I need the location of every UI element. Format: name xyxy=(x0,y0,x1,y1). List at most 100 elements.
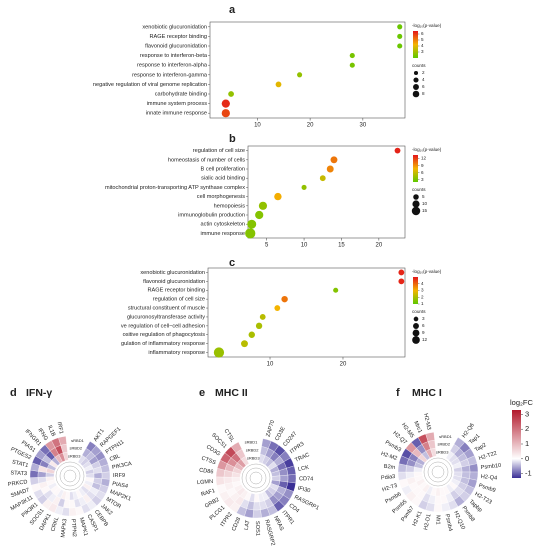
dendrogram-ring xyxy=(423,457,453,487)
colorbar xyxy=(512,410,521,478)
x-tick-label: 20 xyxy=(340,362,347,368)
heat-cell xyxy=(434,495,442,505)
color-legend-title: -log₁₀(p-value) xyxy=(412,23,442,28)
ring-label: sRBD2 xyxy=(69,446,82,451)
category-label: immune system process xyxy=(147,101,208,107)
dot xyxy=(274,305,281,311)
ring-label: sRBD1 xyxy=(245,439,258,444)
category-label: regulation of cell size xyxy=(153,297,205,303)
heat-cell xyxy=(430,447,437,457)
panel-letter: b xyxy=(229,133,236,145)
heat-cell xyxy=(397,471,407,481)
x-tick-label: 20 xyxy=(307,123,314,129)
size-label: 2 xyxy=(422,70,425,75)
dot xyxy=(275,81,282,88)
size-key xyxy=(412,200,420,208)
dot xyxy=(330,156,338,164)
category-label: mitochondrial proton-transporting ATP sy… xyxy=(105,185,245,191)
gene-label: Pdia3 xyxy=(381,474,396,481)
colorbar-label: 2 xyxy=(421,294,424,299)
gene-label: Psmb4 xyxy=(444,514,453,532)
heat-cell xyxy=(93,472,103,479)
colorbar-label: 0 xyxy=(525,454,529,463)
panel-letter: d xyxy=(10,387,17,399)
size-label: 12 xyxy=(422,337,428,342)
gene-label: H2-T22 xyxy=(478,451,498,462)
category-label: inflammatory response xyxy=(148,350,205,356)
plot-frame xyxy=(209,21,406,119)
heat-cell xyxy=(62,451,69,461)
gene-label: CD4 xyxy=(288,503,301,515)
colorbar-label: 3 xyxy=(421,49,424,54)
gene-label: Psmb10 xyxy=(481,463,502,471)
colorbar xyxy=(413,277,418,304)
colorbar-label: 2 xyxy=(525,424,529,433)
size-label: 8 xyxy=(422,91,425,96)
dot xyxy=(319,175,326,182)
dendrogram-ring xyxy=(241,463,271,493)
category-label: actin cytoskeleton xyxy=(201,222,245,228)
gene-label: Psmb9 xyxy=(478,483,496,494)
dot xyxy=(297,72,303,78)
category-label: negative regulation of viral genome repl… xyxy=(93,82,207,88)
gene-label: CD28 xyxy=(231,517,242,533)
heat-cell xyxy=(279,474,289,483)
colorbar xyxy=(413,155,418,182)
dot xyxy=(259,314,266,320)
category-label: gulation of inflammatory response xyxy=(121,341,205,347)
dot xyxy=(394,147,401,154)
dot xyxy=(221,99,230,108)
gene-label: Mrc1 xyxy=(412,420,423,434)
size-legend-title: counts xyxy=(412,63,426,68)
dot xyxy=(398,278,405,285)
size-key xyxy=(413,194,419,200)
category-label: immune response xyxy=(201,231,245,237)
dot xyxy=(281,295,288,303)
colorbar-label: 1 xyxy=(525,439,529,448)
panel-title: IFN-γ xyxy=(26,387,52,399)
x-tick-label: 10 xyxy=(267,362,274,368)
colorbar-label: 3 xyxy=(421,177,424,182)
size-key xyxy=(413,323,419,329)
dot xyxy=(213,347,225,358)
category-label: ve regulation of cell−cell adhesion xyxy=(121,323,205,329)
dendrogram-ring xyxy=(59,465,81,487)
gene-label: ZAP70 xyxy=(266,420,277,438)
gene-label: H2-K1 xyxy=(412,510,424,527)
category-label: response to interferon-alpha xyxy=(137,63,208,69)
dot xyxy=(255,322,263,330)
ring-label: sRBD3 xyxy=(68,453,81,458)
x-tick-label: 20 xyxy=(375,243,382,249)
gene-label: H2-D1 xyxy=(423,514,432,531)
dot xyxy=(349,53,355,59)
dot xyxy=(221,109,230,118)
gene-label: H2-T3 xyxy=(382,483,399,494)
gene-label: PTPN2 xyxy=(70,519,77,537)
panel-letter: a xyxy=(229,4,236,16)
colorbar-label: 9 xyxy=(421,163,424,168)
colorbar-label: 5 xyxy=(421,37,424,42)
gene-label: LAT xyxy=(244,519,252,530)
gene-label: MAPK3 xyxy=(60,518,68,538)
category-label: response to interferon-beta xyxy=(140,53,208,59)
gene-label: IRF1 xyxy=(56,421,64,434)
dot xyxy=(274,192,282,201)
size-key xyxy=(412,90,420,98)
dot xyxy=(397,33,403,39)
gene-label: IL1B xyxy=(46,425,56,438)
colorbar-label: 3 xyxy=(525,409,529,418)
colorbar-label: 12 xyxy=(421,156,427,161)
heat-cell xyxy=(253,501,261,511)
size-key xyxy=(411,206,421,216)
panel-letter: f xyxy=(396,387,400,399)
category-label: glucuronosyltransferase activity xyxy=(127,314,205,320)
gene-label: STAT1 xyxy=(11,459,29,469)
heat-cell xyxy=(101,471,111,480)
category-label: carbohydrate binding xyxy=(155,91,207,97)
x-tick-label: 15 xyxy=(338,243,345,249)
ring-label: sRBD2 xyxy=(246,447,259,452)
ring-label: sRBD2 xyxy=(437,442,450,447)
plot-frame xyxy=(247,145,406,239)
heat-cell xyxy=(287,474,297,484)
x-tick-label: 30 xyxy=(359,123,366,129)
